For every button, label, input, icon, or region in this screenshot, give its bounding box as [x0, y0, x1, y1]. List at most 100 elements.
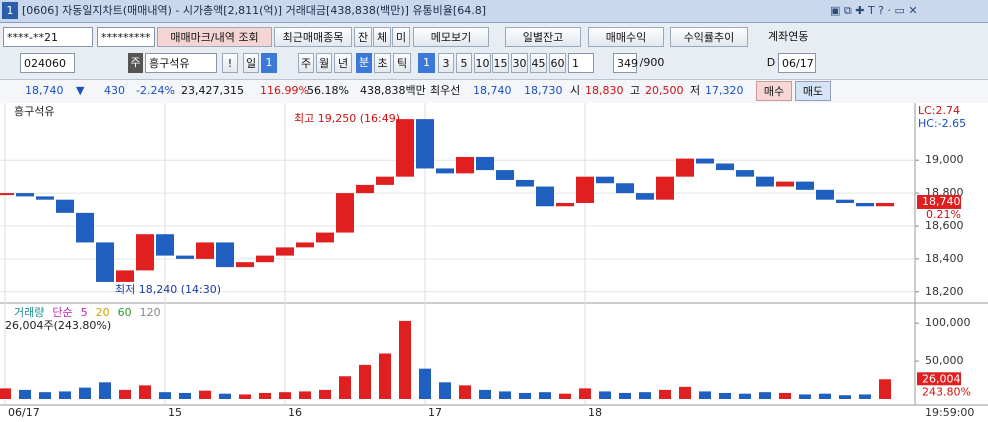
toolbar-item[interactable]: 349: [613, 53, 638, 73]
candle: [216, 242, 234, 268]
toolbar-item[interactable]: /900: [639, 56, 665, 69]
toolbar-item[interactable]: !: [222, 53, 238, 73]
volume-bar: [419, 368, 431, 399]
toolbar-item[interactable]: 년: [334, 53, 352, 73]
toolbar-item[interactable]: 월: [316, 53, 332, 73]
candle: [456, 156, 474, 174]
legend-item: 거래량: [14, 306, 44, 319]
y-tick-label: 18,400: [925, 252, 964, 265]
candle: [836, 199, 854, 203]
toolbar-button[interactable]: 매매수익: [588, 27, 664, 47]
toolbar-button[interactable]: 체: [373, 27, 391, 47]
candle: [616, 183, 634, 194]
toolbar-item[interactable]: 1: [261, 53, 277, 73]
toolbar-button[interactable]: 미: [392, 27, 410, 47]
toolbar-item[interactable]: 45: [530, 53, 547, 73]
candle: [56, 199, 74, 213]
legend-item: 120: [140, 306, 161, 319]
legend-item: 60: [118, 306, 132, 319]
volume-bar: [399, 320, 411, 399]
volume-bar: [79, 387, 91, 399]
quote-field: 438,838백만: [360, 84, 426, 97]
volume-bar: [519, 392, 531, 399]
toolbar-button[interactable]: 잔: [354, 27, 372, 47]
chart-title: 흥구석유: [14, 104, 54, 118]
toolbar-item[interactable]: 60: [549, 53, 566, 73]
candle: [856, 202, 874, 207]
toolbar-item[interactable]: 초: [374, 53, 391, 73]
toolbar-button[interactable]: *********: [97, 27, 155, 47]
volume-bar: [639, 392, 651, 399]
candle: [576, 176, 594, 203]
toolbar-item[interactable]: 일: [243, 53, 259, 73]
candle: [36, 196, 54, 200]
toolbar-item[interactable]: 분: [356, 53, 372, 73]
toolbar-button[interactable]: 일별잔고: [505, 27, 581, 47]
window-icon: 1: [2, 2, 18, 19]
candle: [716, 163, 734, 171]
volume-bar: [859, 394, 871, 399]
volume-bar: [99, 382, 111, 399]
candle: [776, 181, 794, 187]
toolbar-item[interactable]: 1: [418, 53, 435, 73]
quote-field: ▼: [76, 84, 85, 97]
candle: [696, 158, 714, 164]
toolbar-button[interactable]: 수익률추이: [670, 27, 748, 47]
volume-bar: [239, 394, 251, 399]
quote-field: 18,740: [473, 84, 512, 97]
window-controls[interactable]: ▣ ⧉ ✚ T ? · ▭ ✕: [830, 4, 918, 17]
title-bar: 1 [0606] 자동일지차트(매매내역) - 시가총액[2,811(억)] 거…: [0, 0, 988, 23]
candle: [196, 242, 214, 259]
quote-field[interactable]: 매도: [795, 81, 831, 101]
toolbar-item[interactable]: 30: [511, 53, 528, 73]
volume-bar: [479, 389, 491, 399]
toolbar-item[interactable]: 1: [568, 53, 594, 73]
toolbar-button[interactable]: 최근매매종목: [274, 27, 352, 47]
low-annotation: 최저 18,240 (14:30): [115, 283, 221, 296]
change-pct: 0.21%: [926, 208, 961, 221]
toolbar-item[interactable]: 06/17: [778, 53, 816, 73]
x-tick-label: 16: [288, 406, 302, 419]
toolbar-item[interactable]: 15: [492, 53, 509, 73]
toolbar-button[interactable]: ****-**21: [3, 27, 93, 47]
volume-bar: [259, 392, 271, 399]
candle: [796, 181, 814, 190]
volume-bar: [879, 379, 891, 399]
candle: [496, 170, 514, 180]
x-tick-label: 18: [588, 406, 602, 419]
volume-bar: [159, 392, 171, 399]
candle: [816, 189, 834, 200]
quote-field: 17,320: [705, 84, 744, 97]
toolbar-item[interactable]: 주: [128, 53, 143, 73]
toolbar-item[interactable]: D: [766, 56, 776, 69]
toolbar-button[interactable]: 계좌연동: [768, 30, 809, 43]
candle: [176, 255, 194, 259]
y-tick-label: 19,000: [925, 153, 964, 166]
candle: [276, 247, 294, 256]
toolbar-item[interactable]: 주: [298, 53, 314, 73]
candle: [436, 168, 454, 174]
toolbar-button[interactable]: 매매마크/내역 조회: [157, 27, 272, 47]
toolbar-item[interactable]: 024060: [20, 53, 75, 73]
toolbar-item[interactable]: 5: [456, 53, 472, 73]
current-price: 18,740: [922, 195, 961, 208]
volume-bar: [799, 394, 811, 399]
volume-bar: [619, 392, 631, 399]
x-tick-label: 17: [428, 406, 442, 419]
quote-field: 최우선: [430, 84, 461, 97]
quote-field[interactable]: 매수: [756, 81, 792, 101]
candle: [256, 255, 274, 263]
toolbar-item[interactable]: 흥구석유: [145, 53, 217, 73]
quote-field: 430: [104, 84, 125, 97]
volume-current: 26,004: [922, 372, 961, 385]
candle: [376, 176, 394, 185]
toolbar-item[interactable]: 10: [474, 53, 491, 73]
toolbar-item[interactable]: 틱: [393, 53, 411, 73]
toolbar-button[interactable]: 메모보기: [413, 27, 489, 47]
time-label: 19:59:00: [925, 406, 974, 419]
toolbar-item[interactable]: 3: [438, 53, 454, 73]
volume-bar: [119, 389, 131, 399]
volume-bar: [359, 364, 371, 399]
window-title: [0606] 자동일지차트(매매내역) - 시가총액[2,811(억)] 거래대…: [22, 4, 486, 17]
candle: [136, 234, 154, 271]
